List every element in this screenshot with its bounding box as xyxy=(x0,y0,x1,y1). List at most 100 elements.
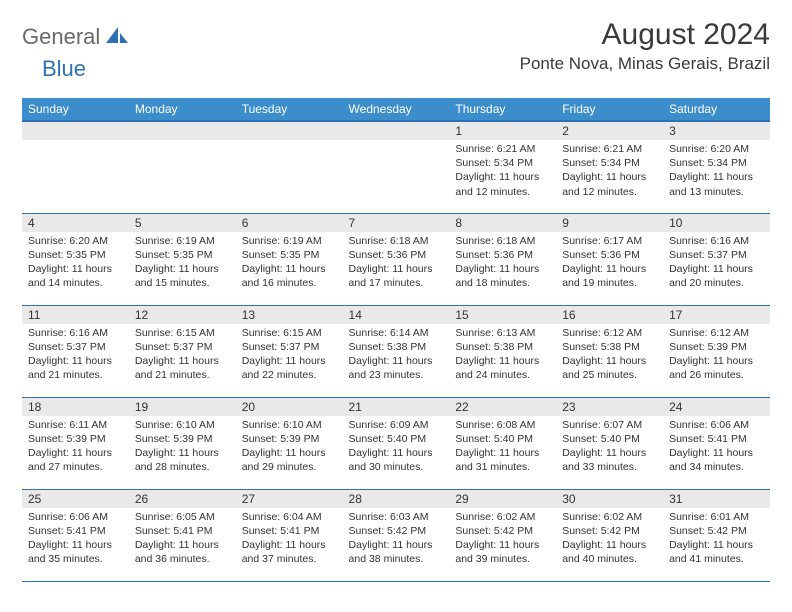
day-number: 12 xyxy=(129,306,236,324)
calendar-day-cell: 11Sunrise: 6:16 AMSunset: 5:37 PMDayligh… xyxy=(22,305,129,397)
calendar-day-cell: 3Sunrise: 6:20 AMSunset: 5:34 PMDaylight… xyxy=(663,121,770,213)
daylight1-line: Daylight: 11 hours xyxy=(349,262,444,276)
sunrise-line: Sunrise: 6:02 AM xyxy=(455,510,550,524)
calendar-day-cell: 7Sunrise: 6:18 AMSunset: 5:36 PMDaylight… xyxy=(343,213,450,305)
daylight1-line: Daylight: 11 hours xyxy=(135,262,230,276)
day-body: Sunrise: 6:10 AMSunset: 5:39 PMDaylight:… xyxy=(236,416,343,479)
daylight2-line: and 13 minutes. xyxy=(669,185,764,199)
calendar-day-cell: 31Sunrise: 6:01 AMSunset: 5:42 PMDayligh… xyxy=(663,489,770,581)
daylight2-line: and 19 minutes. xyxy=(562,276,657,290)
day-number: 8 xyxy=(449,214,556,232)
calendar-day-cell: 14Sunrise: 6:14 AMSunset: 5:38 PMDayligh… xyxy=(343,305,450,397)
calendar-table: Sunday Monday Tuesday Wednesday Thursday… xyxy=(22,98,770,582)
day-body: Sunrise: 6:08 AMSunset: 5:40 PMDaylight:… xyxy=(449,416,556,479)
empty-day xyxy=(343,122,450,140)
daylight2-line: and 29 minutes. xyxy=(242,460,337,474)
day-number: 16 xyxy=(556,306,663,324)
daylight2-line: and 24 minutes. xyxy=(455,368,550,382)
day-number: 7 xyxy=(343,214,450,232)
day-number: 19 xyxy=(129,398,236,416)
day-body: Sunrise: 6:14 AMSunset: 5:38 PMDaylight:… xyxy=(343,324,450,387)
calendar-day-cell: 9Sunrise: 6:17 AMSunset: 5:36 PMDaylight… xyxy=(556,213,663,305)
day-number: 4 xyxy=(22,214,129,232)
day-body: Sunrise: 6:16 AMSunset: 5:37 PMDaylight:… xyxy=(22,324,129,387)
day-number: 6 xyxy=(236,214,343,232)
calendar-day-cell xyxy=(129,121,236,213)
daylight2-line: and 41 minutes. xyxy=(669,552,764,566)
sunset-line: Sunset: 5:41 PM xyxy=(28,524,123,538)
sunset-line: Sunset: 5:42 PM xyxy=(669,524,764,538)
daylight2-line: and 21 minutes. xyxy=(28,368,123,382)
day-number: 26 xyxy=(129,490,236,508)
day-body: Sunrise: 6:13 AMSunset: 5:38 PMDaylight:… xyxy=(449,324,556,387)
sunrise-line: Sunrise: 6:18 AM xyxy=(349,234,444,248)
calendar-day-cell: 25Sunrise: 6:06 AMSunset: 5:41 PMDayligh… xyxy=(22,489,129,581)
day-number: 20 xyxy=(236,398,343,416)
empty-day xyxy=(129,122,236,140)
sunrise-line: Sunrise: 6:19 AM xyxy=(135,234,230,248)
sunset-line: Sunset: 5:38 PM xyxy=(562,340,657,354)
daylight1-line: Daylight: 11 hours xyxy=(135,354,230,368)
sunset-line: Sunset: 5:41 PM xyxy=(669,432,764,446)
calendar-day-cell: 6Sunrise: 6:19 AMSunset: 5:35 PMDaylight… xyxy=(236,213,343,305)
sunrise-line: Sunrise: 6:09 AM xyxy=(349,418,444,432)
sunset-line: Sunset: 5:37 PM xyxy=(28,340,123,354)
sunset-line: Sunset: 5:38 PM xyxy=(349,340,444,354)
daylight2-line: and 27 minutes. xyxy=(28,460,123,474)
daylight1-line: Daylight: 11 hours xyxy=(562,262,657,276)
sunset-line: Sunset: 5:38 PM xyxy=(455,340,550,354)
daylight2-line: and 34 minutes. xyxy=(669,460,764,474)
daylight2-line: and 40 minutes. xyxy=(562,552,657,566)
sunset-line: Sunset: 5:41 PM xyxy=(242,524,337,538)
daylight2-line: and 30 minutes. xyxy=(349,460,444,474)
day-body: Sunrise: 6:01 AMSunset: 5:42 PMDaylight:… xyxy=(663,508,770,571)
daylight2-line: and 12 minutes. xyxy=(455,185,550,199)
sunrise-line: Sunrise: 6:06 AM xyxy=(28,510,123,524)
sunrise-line: Sunrise: 6:17 AM xyxy=(562,234,657,248)
sunrise-line: Sunrise: 6:10 AM xyxy=(242,418,337,432)
calendar-day-cell: 20Sunrise: 6:10 AMSunset: 5:39 PMDayligh… xyxy=(236,397,343,489)
daylight1-line: Daylight: 11 hours xyxy=(242,446,337,460)
day-number: 10 xyxy=(663,214,770,232)
sunrise-line: Sunrise: 6:14 AM xyxy=(349,326,444,340)
calendar-day-cell: 29Sunrise: 6:02 AMSunset: 5:42 PMDayligh… xyxy=(449,489,556,581)
day-number: 24 xyxy=(663,398,770,416)
sunrise-line: Sunrise: 6:06 AM xyxy=(669,418,764,432)
day-body: Sunrise: 6:19 AMSunset: 5:35 PMDaylight:… xyxy=(129,232,236,295)
sunset-line: Sunset: 5:37 PM xyxy=(135,340,230,354)
daylight1-line: Daylight: 11 hours xyxy=(349,538,444,552)
day-body: Sunrise: 6:06 AMSunset: 5:41 PMDaylight:… xyxy=(663,416,770,479)
calendar-week-row: 25Sunrise: 6:06 AMSunset: 5:41 PMDayligh… xyxy=(22,489,770,581)
sunrise-line: Sunrise: 6:11 AM xyxy=(28,418,123,432)
day-body: Sunrise: 6:21 AMSunset: 5:34 PMDaylight:… xyxy=(449,140,556,203)
daylight2-line: and 39 minutes. xyxy=(455,552,550,566)
day-number: 28 xyxy=(343,490,450,508)
calendar-day-cell: 15Sunrise: 6:13 AMSunset: 5:38 PMDayligh… xyxy=(449,305,556,397)
sunset-line: Sunset: 5:40 PM xyxy=(562,432,657,446)
sunset-line: Sunset: 5:34 PM xyxy=(669,156,764,170)
day-body: Sunrise: 6:07 AMSunset: 5:40 PMDaylight:… xyxy=(556,416,663,479)
weekday-header: Thursday xyxy=(449,98,556,121)
calendar-day-cell xyxy=(236,121,343,213)
calendar-day-cell: 10Sunrise: 6:16 AMSunset: 5:37 PMDayligh… xyxy=(663,213,770,305)
daylight2-line: and 16 minutes. xyxy=(242,276,337,290)
daylight2-line: and 20 minutes. xyxy=(669,276,764,290)
day-body: Sunrise: 6:18 AMSunset: 5:36 PMDaylight:… xyxy=(449,232,556,295)
calendar-week-row: 11Sunrise: 6:16 AMSunset: 5:37 PMDayligh… xyxy=(22,305,770,397)
daylight1-line: Daylight: 11 hours xyxy=(135,538,230,552)
sunrise-line: Sunrise: 6:21 AM xyxy=(455,142,550,156)
sunrise-line: Sunrise: 6:12 AM xyxy=(562,326,657,340)
empty-day xyxy=(236,122,343,140)
sunset-line: Sunset: 5:36 PM xyxy=(455,248,550,262)
daylight2-line: and 21 minutes. xyxy=(135,368,230,382)
daylight1-line: Daylight: 11 hours xyxy=(349,354,444,368)
calendar-day-cell: 30Sunrise: 6:02 AMSunset: 5:42 PMDayligh… xyxy=(556,489,663,581)
weekday-header: Saturday xyxy=(663,98,770,121)
sunrise-line: Sunrise: 6:21 AM xyxy=(562,142,657,156)
daylight2-line: and 18 minutes. xyxy=(455,276,550,290)
sunrise-line: Sunrise: 6:07 AM xyxy=(562,418,657,432)
sunset-line: Sunset: 5:34 PM xyxy=(562,156,657,170)
sunset-line: Sunset: 5:35 PM xyxy=(135,248,230,262)
day-body: Sunrise: 6:17 AMSunset: 5:36 PMDaylight:… xyxy=(556,232,663,295)
day-body: Sunrise: 6:10 AMSunset: 5:39 PMDaylight:… xyxy=(129,416,236,479)
